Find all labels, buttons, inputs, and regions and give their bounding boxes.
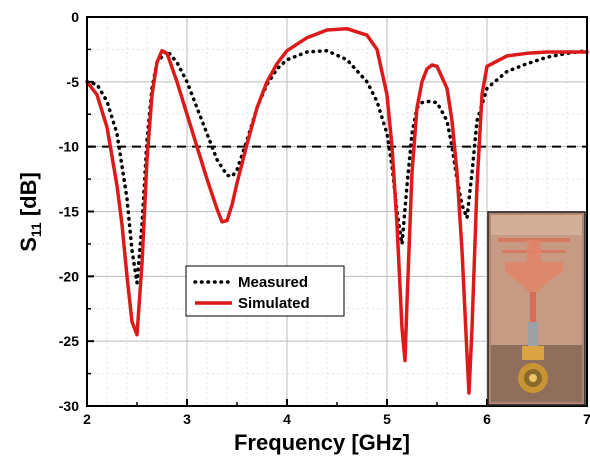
x-tick-label: 4: [283, 411, 291, 427]
legend: Measured Simulated: [185, 265, 345, 317]
photo-feedline: [530, 292, 536, 327]
y-tick-label: -20: [59, 268, 79, 284]
x-axis-title: Frequency [GHz]: [234, 430, 410, 455]
photo-sma-body: [528, 322, 538, 348]
photo-sma-pin: [529, 374, 537, 382]
photo-top-fade: [491, 215, 582, 235]
y-tick-labels: 0 -5 -10 -15 -20 -25 -30: [59, 9, 79, 414]
y-tick-label: -30: [59, 398, 79, 414]
legend-label-measured: Measured: [238, 274, 308, 291]
tick-marks: [86, 16, 588, 407]
y-tick-label: -15: [59, 204, 79, 220]
legend-label-simulated: Simulated: [238, 295, 310, 312]
photo-sma-nut: [522, 346, 544, 360]
y-tick-label: -5: [67, 74, 80, 90]
y-axis-title-main: S: [16, 237, 41, 252]
y-axis-title-subscript: 11: [28, 222, 44, 237]
legend-box: [185, 265, 345, 317]
antenna-photo-inset: [487, 211, 586, 406]
y-tick-label: 0: [71, 9, 79, 25]
x-tick-label: 7: [583, 411, 590, 427]
x-tick-label: 5: [383, 411, 391, 427]
x-tick-label: 6: [483, 411, 491, 427]
y-tick-label: -25: [59, 333, 79, 349]
y-axis-title-unit: [dB]: [16, 172, 41, 222]
series-layer: [85, 26, 589, 395]
photo-radiator: [505, 240, 563, 324]
y-axis-title: S11 [dB]: [16, 172, 44, 252]
y-tick-label: -10: [59, 139, 79, 155]
x-tick-label: 3: [183, 411, 191, 427]
x-tick-labels: 2 3 4 5 6 7: [83, 411, 590, 427]
series-line-simulated: [85, 26, 589, 395]
x-tick-label: 2: [83, 411, 91, 427]
